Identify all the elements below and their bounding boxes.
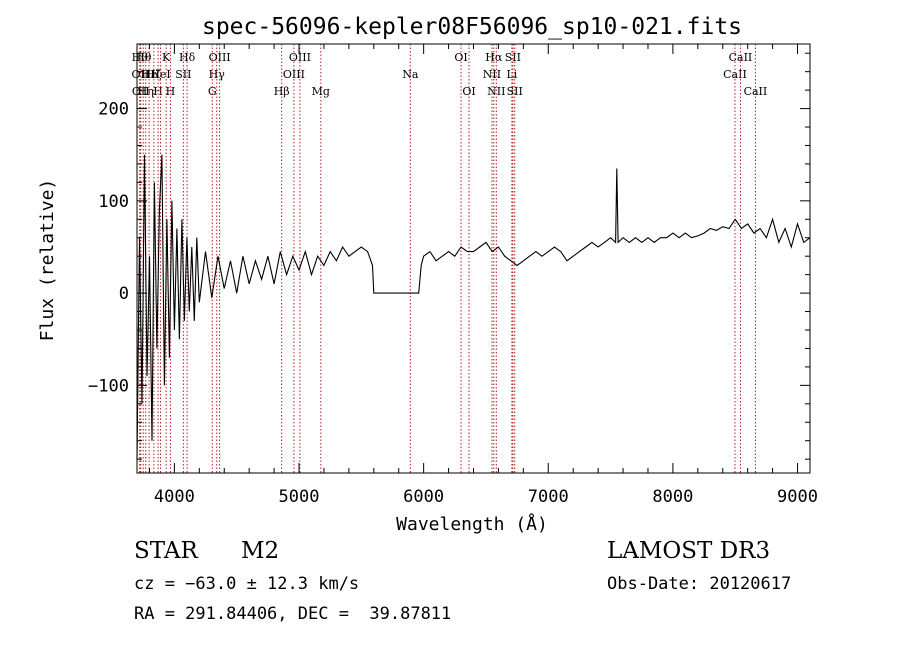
- line-label-10: H: [166, 85, 176, 98]
- spectral-line-markers: HθOIIOIIHθHηHεHζHHeIKHSIIHδGHγOIIIHβOIII…: [132, 44, 768, 473]
- x-tick-label-3: 7000: [528, 487, 569, 507]
- x-tick-label-5: 9000: [777, 487, 818, 507]
- line-label-5: Hε: [141, 68, 157, 81]
- y-tick-label-0: −100: [88, 376, 129, 396]
- line-label-22: OI: [462, 85, 475, 98]
- x-tick-label-2: 6000: [403, 487, 444, 507]
- line-label-15: OIII: [209, 51, 231, 64]
- line-label-26: Li: [506, 68, 517, 81]
- coords-label: RA = 291.84406, DEC = 39.87811: [134, 604, 452, 624]
- line-label-23: NII: [483, 68, 501, 81]
- x-tick-label-1: 5000: [279, 487, 320, 507]
- line-label-14: Hγ: [209, 68, 226, 81]
- line-label-1: OII: [132, 68, 150, 81]
- line-label-30: CaII: [729, 51, 753, 64]
- line-label-19: Mg: [312, 85, 330, 98]
- line-label-25: NII: [487, 85, 505, 98]
- obs-date-label: Obs-Date: 20120617: [607, 574, 792, 594]
- line-label-28: SII: [507, 85, 523, 98]
- line-label-29: CaII: [723, 68, 747, 81]
- x-tick-label-0: 4000: [154, 487, 195, 507]
- line-label-6: Hζ: [146, 68, 162, 81]
- line-label-13: G: [208, 85, 217, 98]
- y-tick-label-3: 200: [98, 100, 129, 120]
- line-label-24: Hα: [485, 51, 503, 64]
- line-label-4: Hη: [138, 85, 154, 98]
- survey-label: LAMOST DR3: [607, 538, 771, 564]
- line-label-20: Na: [402, 68, 419, 81]
- line-label-2: OII: [132, 85, 150, 98]
- axis-ticks: 4000 5000 6000 7000 8000 9000 −100 0 100 200: [88, 44, 818, 507]
- plot-frame: [136, 43, 811, 474]
- line-label-7: H: [153, 85, 163, 98]
- x-tick-label-4: 8000: [652, 487, 693, 507]
- cz-label: cz = −63.0 ± 12.3 km/s: [134, 574, 360, 594]
- line-label-27: SII: [505, 51, 521, 64]
- y-tick-label-1: 0: [119, 284, 129, 304]
- chart-title: spec-56096-kepler08F56096_sp10-021.fits: [202, 14, 742, 40]
- line-label-0: Hθ: [132, 51, 149, 64]
- spectrum-series-line: [136, 154, 811, 460]
- line-label-11: SII: [175, 68, 191, 81]
- line-label-8: HeI: [150, 68, 170, 81]
- x-axis-label: Wavelength (Å): [396, 513, 548, 535]
- line-label-21: OI: [454, 51, 467, 64]
- y-tick-label-2: 100: [98, 192, 129, 212]
- subclass-label: M2: [241, 538, 280, 564]
- line-label-9: K: [162, 51, 171, 64]
- line-label-12: Hδ: [179, 51, 196, 64]
- line-label-18: OIII: [289, 51, 311, 64]
- y-axis-label: Flux (relative): [37, 179, 58, 342]
- class-label: STAR: [134, 538, 198, 564]
- line-label-3: Hθ: [135, 51, 152, 64]
- line-label-31: CaII: [744, 85, 768, 98]
- line-label-16: Hβ: [274, 85, 290, 98]
- line-label-17: OIII: [283, 68, 305, 81]
